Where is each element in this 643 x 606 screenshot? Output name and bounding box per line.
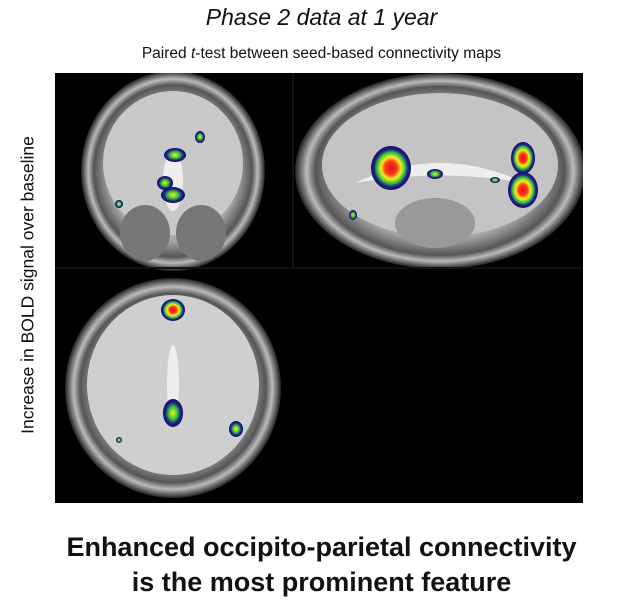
brain-shape [161,299,185,321]
brain-shape [427,169,443,179]
brain-slice [81,73,265,271]
brain-shape [120,205,170,261]
subtitle-text: -test between seed-based connectivity ma… [195,45,502,62]
brain-shape [161,187,185,203]
brain-shape [176,205,226,261]
brain-shape [157,176,173,190]
brain-shape [116,437,122,443]
brain-slice [295,73,583,269]
brain-shape [511,142,535,174]
brain-shape [395,198,475,248]
brain-shape [195,131,205,143]
brain-shape [229,421,243,437]
brain-slice [65,278,281,498]
subtitle-text: Paired [141,45,191,62]
subtitle-italic: t [190,45,196,62]
brain-shape [164,148,186,162]
brain-shape [490,177,500,183]
subtitle: Paired t-test between seed-based connect… [0,45,643,63]
brain-maps [55,73,583,503]
y-axis-label: Increase in BOLD signal over baseline [17,136,38,434]
brain-shape [508,172,538,208]
footer: Enhanced occipito-parietal connectivity … [0,530,643,600]
title: Phase 2 data at 1 year [205,4,438,30]
brain-shape [163,399,183,427]
brain-shape [371,146,411,190]
brain-shape [115,200,123,208]
brain-shape [349,210,357,220]
footer-line: Enhanced occipito-parietal connectivity [66,532,577,562]
footer-line: is the most prominent feature [131,567,512,597]
